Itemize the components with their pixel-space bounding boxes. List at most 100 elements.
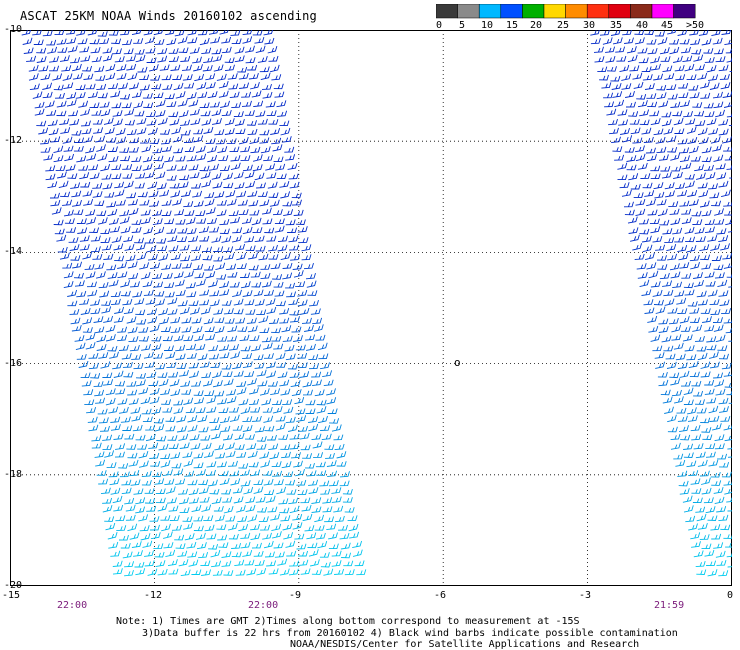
wind-barb (166, 227, 177, 234)
wind-barb (47, 46, 58, 54)
wind-barb (718, 180, 729, 188)
wind-barb (312, 379, 322, 387)
wind-barb (122, 163, 133, 170)
wind-barb (44, 100, 55, 108)
wind-barb (159, 317, 170, 325)
wind-barb (666, 84, 677, 90)
wind-barb (697, 522, 708, 530)
wind-barb (694, 335, 705, 342)
wind-barb (679, 38, 690, 45)
wind-barb (105, 397, 116, 406)
wind-barb (95, 459, 106, 467)
wind-barb (247, 450, 258, 458)
wind-barb (266, 560, 277, 567)
wind-barb (715, 388, 726, 396)
wind-barb (255, 110, 266, 118)
wind-barb (646, 38, 657, 45)
wind-barb (726, 552, 732, 558)
wind-barb (221, 551, 232, 558)
wind-barb (708, 127, 719, 135)
wind-barb (235, 128, 246, 135)
wind-barb (75, 342, 86, 351)
wind-barb (242, 226, 253, 235)
wind-barb (301, 504, 312, 512)
wind-barb (92, 118, 103, 125)
wind-barb (99, 290, 110, 298)
wind-barb (199, 37, 210, 46)
wind-barb (153, 352, 164, 359)
wind-barb (680, 100, 690, 108)
legend-swatch (651, 4, 674, 19)
wind-barb (674, 290, 685, 297)
wind-barb (297, 352, 308, 359)
wind-barb (204, 264, 215, 271)
wind-barb (271, 335, 282, 342)
wind-barb (88, 352, 99, 359)
legend-label: 10 (481, 20, 494, 31)
wind-barb (244, 370, 255, 378)
wind-barb (690, 532, 701, 540)
wind-barb (686, 460, 697, 468)
wind-barb (169, 182, 180, 189)
wind-barb (691, 488, 702, 494)
wind-barb (122, 551, 133, 559)
wind-barb (83, 73, 94, 80)
wind-barb (688, 199, 699, 206)
wind-barb (160, 388, 171, 396)
wind-barb (282, 335, 293, 342)
wind-barb (726, 164, 732, 170)
wind-barb (649, 218, 660, 225)
wind-barb (271, 327, 281, 334)
wind-barb (216, 199, 227, 206)
wind-barb (21, 30, 31, 36)
wind-barb (273, 479, 284, 486)
wind-barb (219, 30, 229, 35)
wind-barb (148, 64, 159, 72)
wind-barb (705, 506, 716, 514)
wind-barb (637, 162, 648, 170)
wind-barb (687, 136, 698, 144)
wind-barb (657, 371, 668, 378)
wind-barb (703, 48, 714, 54)
wind-barb (242, 164, 253, 172)
wind-barb (664, 298, 675, 306)
wind-barb (268, 119, 279, 125)
wind-barb (214, 191, 225, 198)
wind-barb (608, 118, 618, 126)
legend-label: 35 (610, 20, 623, 31)
grid-lines (10, 30, 732, 586)
wind-barb (87, 289, 98, 297)
wind-barb (246, 568, 257, 576)
wind-barb (260, 264, 271, 270)
wind-barb (696, 407, 707, 414)
wind-barb (181, 389, 192, 395)
wind-barb (217, 146, 228, 154)
wind-barb (72, 261, 83, 269)
wind-barb (187, 551, 198, 558)
wind-barb (126, 316, 137, 324)
wind-barb (639, 109, 650, 117)
wind-barb (251, 90, 262, 98)
wind-barb (218, 155, 229, 161)
wind-barb (204, 198, 215, 207)
wind-barb (214, 514, 225, 522)
wind-barb (138, 514, 149, 522)
wind-barb (657, 37, 668, 45)
wind-barb (108, 83, 119, 90)
wind-barb (110, 550, 121, 557)
wind-barb (47, 181, 58, 189)
wind-barb (268, 55, 279, 62)
wind-barb (683, 452, 694, 458)
wind-barb (275, 163, 286, 171)
wind-barb (727, 509, 732, 512)
wind-barb (244, 110, 255, 116)
wind-barb (242, 30, 253, 36)
wind-barb (301, 244, 312, 252)
wind-barb (282, 523, 293, 531)
wind-barb (121, 102, 132, 109)
wind-barb (709, 299, 720, 306)
wind-barb (194, 73, 205, 82)
wind-barb (724, 210, 732, 216)
x-tick-label: 0 (727, 590, 734, 601)
wind-barb (161, 145, 172, 152)
